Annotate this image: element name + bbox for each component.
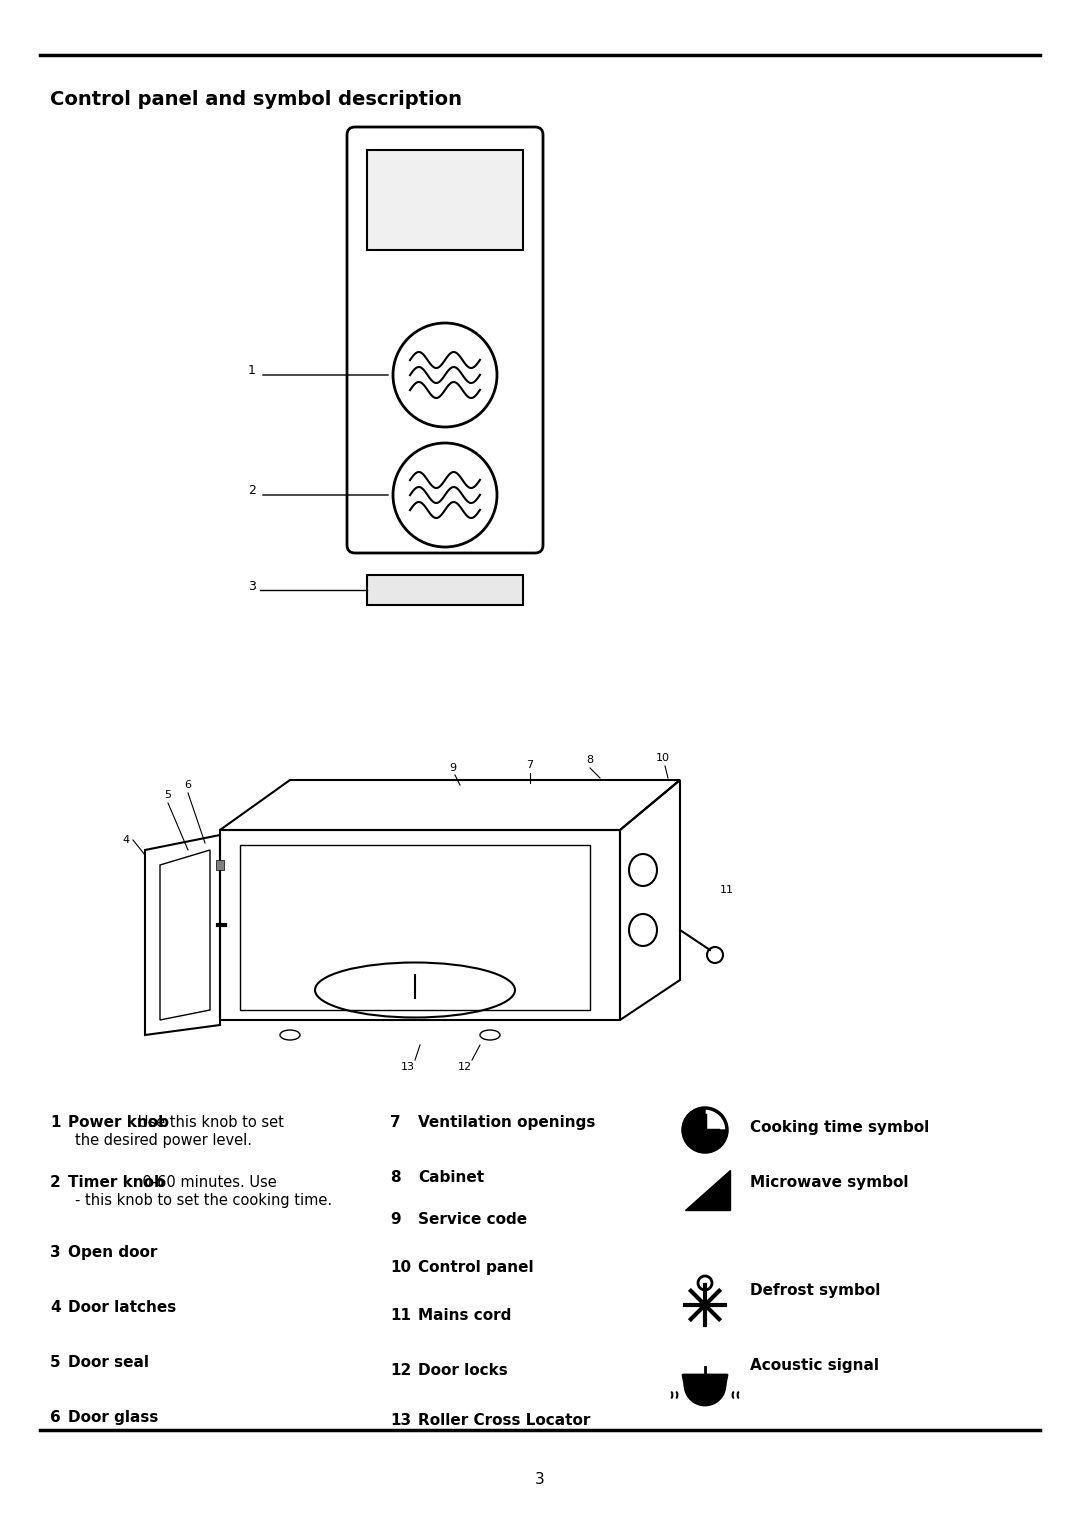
Bar <box>216 860 224 870</box>
Text: 8: 8 <box>586 754 594 765</box>
Polygon shape <box>683 1109 727 1151</box>
Text: 4: 4 <box>50 1299 60 1315</box>
Text: 13: 13 <box>401 1061 415 1072</box>
Text: 6: 6 <box>50 1409 60 1425</box>
Text: Door seal: Door seal <box>68 1354 149 1370</box>
Text: Door glass: Door glass <box>68 1409 159 1425</box>
Text: 3: 3 <box>50 1245 60 1260</box>
Text: 5: 5 <box>164 789 172 800</box>
Text: 11: 11 <box>390 1309 411 1322</box>
FancyBboxPatch shape <box>347 127 543 553</box>
Text: Timer knob: Timer knob <box>68 1174 165 1190</box>
Text: the desired power level.: the desired power level. <box>75 1133 252 1148</box>
Text: Cooking time symbol: Cooking time symbol <box>750 1119 929 1135</box>
Text: Roller Cross Locator: Roller Cross Locator <box>418 1412 591 1428</box>
Polygon shape <box>685 1170 730 1209</box>
Text: 12: 12 <box>458 1061 472 1072</box>
Bar <box>367 576 523 605</box>
Text: 3: 3 <box>248 580 256 592</box>
Text: 9: 9 <box>390 1212 401 1228</box>
Text: Service code: Service code <box>418 1212 527 1228</box>
Text: 1: 1 <box>50 1115 60 1130</box>
Text: 6: 6 <box>185 780 191 789</box>
Text: Power knob: Power knob <box>68 1115 168 1130</box>
Text: 8: 8 <box>390 1170 401 1185</box>
Text: Microwave symbol: Microwave symbol <box>750 1174 908 1190</box>
Text: . 0-60 minutes. Use: . 0-60 minutes. Use <box>133 1174 276 1190</box>
Text: 11: 11 <box>720 886 734 895</box>
Text: Door locks: Door locks <box>418 1364 508 1377</box>
Text: 7: 7 <box>526 760 534 770</box>
Text: 10: 10 <box>390 1260 411 1275</box>
Text: Control panel and symbol description: Control panel and symbol description <box>50 90 462 108</box>
Text: Ventilation openings: Ventilation openings <box>418 1115 595 1130</box>
Text: 9: 9 <box>449 764 457 773</box>
Polygon shape <box>683 1374 727 1405</box>
Text: Open door: Open door <box>68 1245 158 1260</box>
Text: 2: 2 <box>248 484 256 498</box>
Ellipse shape <box>280 1031 300 1040</box>
Text: - this knob to set the cooking time.: - this knob to set the cooking time. <box>75 1193 333 1208</box>
Text: Door latches: Door latches <box>68 1299 176 1315</box>
Text: 12: 12 <box>390 1364 411 1377</box>
Bar <box>367 150 523 250</box>
Text: 13: 13 <box>390 1412 411 1428</box>
Text: Control panel: Control panel <box>418 1260 534 1275</box>
Text: 7: 7 <box>390 1115 401 1130</box>
Text: 3: 3 <box>535 1472 545 1487</box>
Ellipse shape <box>480 1031 500 1040</box>
Text: 4: 4 <box>123 835 130 844</box>
Text: Mains cord: Mains cord <box>418 1309 511 1322</box>
Text: Acoustic signal: Acoustic signal <box>750 1358 879 1373</box>
Text: .Use this knob to set: .Use this knob to set <box>133 1115 284 1130</box>
Text: Cabinet: Cabinet <box>418 1170 484 1185</box>
Text: 1: 1 <box>248 365 256 377</box>
Text: 10: 10 <box>656 753 670 764</box>
Text: Defrost symbol: Defrost symbol <box>750 1283 880 1298</box>
Text: 5: 5 <box>50 1354 60 1370</box>
Text: 2: 2 <box>50 1174 60 1190</box>
